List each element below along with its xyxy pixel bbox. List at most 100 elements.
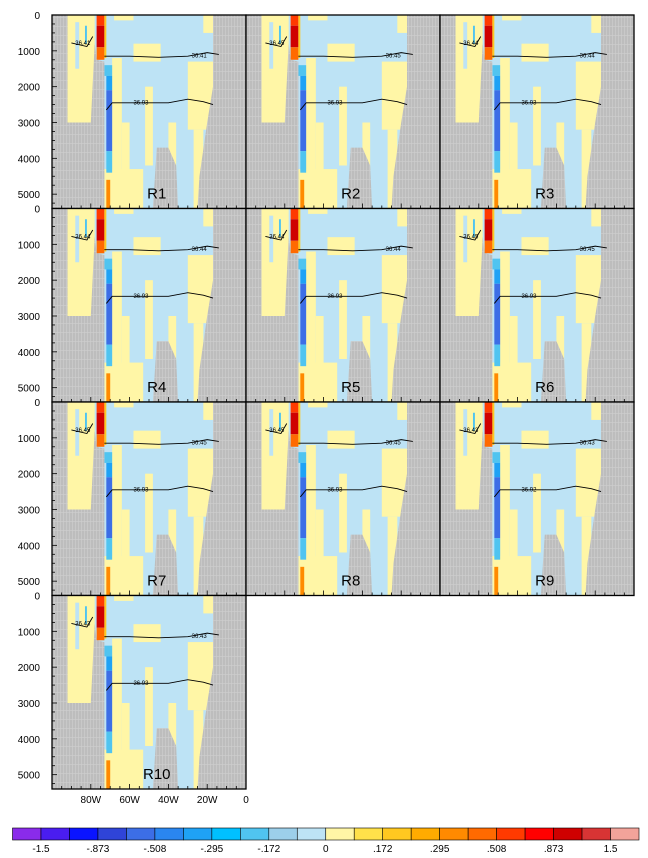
field-cell xyxy=(533,473,541,553)
field-cell xyxy=(298,402,301,445)
contour-line xyxy=(105,485,214,498)
field-cell xyxy=(290,219,299,241)
field-cell xyxy=(494,283,501,345)
field-cell xyxy=(112,251,122,402)
field-cell xyxy=(84,219,87,238)
contour-line xyxy=(104,439,219,445)
field-cell xyxy=(133,237,161,256)
field-cell xyxy=(521,430,549,449)
bathymetry xyxy=(67,429,105,596)
colorbar-label: 1.5 xyxy=(604,844,618,855)
contour-label: 36.92 xyxy=(521,487,537,493)
field-cell xyxy=(472,25,475,44)
field-cell xyxy=(106,90,113,152)
contour-label: 36.93 xyxy=(133,681,149,687)
field-cell xyxy=(494,151,501,173)
field-cell xyxy=(492,65,501,76)
contour-line xyxy=(493,98,602,111)
field-cell xyxy=(75,215,80,263)
bathymetry xyxy=(455,42,493,209)
field-cell xyxy=(463,215,468,263)
contour-line xyxy=(459,36,482,48)
panel-label: R1 xyxy=(147,186,166,203)
field-cell xyxy=(104,208,107,252)
contour-line xyxy=(298,245,413,252)
field-cell xyxy=(84,606,87,625)
bathymetry xyxy=(67,623,105,789)
field-cell xyxy=(114,595,134,601)
field-cell xyxy=(494,75,501,91)
field-cell xyxy=(492,452,501,463)
field-cell xyxy=(300,283,307,345)
contour-label: 36.45 xyxy=(269,428,285,434)
colorbar-box xyxy=(69,827,99,841)
field-cell xyxy=(387,129,398,209)
field-cell xyxy=(75,22,80,69)
field-cell xyxy=(96,208,105,220)
panel-r4 xyxy=(52,208,246,402)
bathymetry xyxy=(346,341,373,402)
field-cell xyxy=(106,670,113,732)
field-cell xyxy=(290,412,299,435)
contour-label: 36.44 xyxy=(463,41,479,47)
field-cell xyxy=(96,606,105,628)
contour-line xyxy=(105,679,214,691)
panel-r1 xyxy=(52,15,246,209)
bathymetry xyxy=(67,42,105,209)
contour-label: 36.44 xyxy=(269,234,285,240)
panel-r9 xyxy=(440,402,634,596)
contour-line xyxy=(265,229,288,241)
bathymetry xyxy=(391,208,440,402)
contour-label: 36.93 xyxy=(327,100,343,106)
colorbar-box xyxy=(382,827,412,841)
y-tick-label: 1000 xyxy=(18,434,41,445)
colorbar-box xyxy=(553,827,583,841)
field-cell xyxy=(96,402,105,413)
y-tick-label: 3000 xyxy=(18,119,41,130)
bathymetry xyxy=(391,402,440,596)
bathymetry xyxy=(455,236,493,402)
colorbar-box xyxy=(154,827,184,841)
bathymetry xyxy=(197,402,246,596)
field-cell xyxy=(133,430,161,449)
y-tick-label: 5000 xyxy=(18,577,41,588)
field-cell xyxy=(472,412,475,431)
field-cell xyxy=(104,402,107,445)
contour-line xyxy=(459,229,482,241)
field-cell xyxy=(315,509,324,596)
field-cell xyxy=(106,760,111,789)
y-tick-label: 2000 xyxy=(18,470,41,481)
bathymetry xyxy=(261,42,299,209)
field-cell xyxy=(308,208,328,214)
colorbar-label: -1.5 xyxy=(32,844,50,855)
field-cell xyxy=(67,208,95,316)
field-cell xyxy=(193,323,204,402)
field-cell xyxy=(315,316,324,402)
contour-label: 36.93 xyxy=(133,487,149,493)
colorbar-box xyxy=(240,827,270,841)
field-cell xyxy=(106,373,111,402)
colorbar-box xyxy=(581,827,611,841)
field-cell xyxy=(500,251,510,402)
field-cell xyxy=(484,434,493,447)
field-cell xyxy=(306,251,316,402)
field-cell xyxy=(106,269,113,284)
contour-line xyxy=(104,632,219,639)
field-cell xyxy=(104,595,107,639)
y-tick-label: 1000 xyxy=(18,627,41,638)
contour-label: 36.43 xyxy=(192,634,208,640)
field-cell xyxy=(67,402,95,510)
field-cell xyxy=(494,566,499,596)
panel-label: R3 xyxy=(535,186,554,203)
contour-line xyxy=(265,36,288,48)
colorbar-label: -.172 xyxy=(257,844,280,855)
contour-line xyxy=(105,292,214,304)
field-cell xyxy=(67,15,95,123)
contour-line xyxy=(104,52,219,58)
field-cell xyxy=(290,47,299,60)
contour-line xyxy=(298,52,413,58)
field-cell xyxy=(104,65,113,76)
field-cell xyxy=(494,538,501,560)
field-cell xyxy=(96,25,105,48)
y-tick-label: 2000 xyxy=(18,83,41,94)
